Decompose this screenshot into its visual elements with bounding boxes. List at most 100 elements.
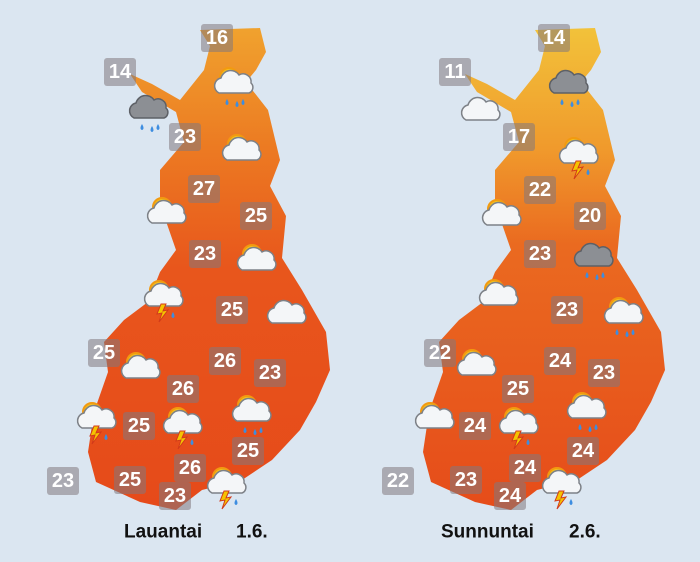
weather-icon xyxy=(566,392,607,432)
raindrop xyxy=(601,272,605,278)
temperature: 14 xyxy=(543,27,566,49)
temperature-box xyxy=(524,176,556,204)
raindrop xyxy=(104,434,108,440)
temperature-box xyxy=(159,482,191,510)
cloud xyxy=(213,69,254,94)
raindrop xyxy=(150,126,154,132)
lightning xyxy=(554,490,568,510)
cloud xyxy=(128,94,169,119)
raindrop xyxy=(259,427,263,433)
cloud xyxy=(414,404,455,429)
weather-icon xyxy=(558,137,599,180)
day-label: Sunnuntai xyxy=(441,522,534,543)
raindrop xyxy=(243,427,247,433)
temperature-box xyxy=(254,359,286,387)
raindrop xyxy=(156,124,160,130)
weather-icon xyxy=(231,395,272,435)
weather-icon xyxy=(498,407,539,450)
weather-icon xyxy=(573,242,614,280)
weather-icon xyxy=(221,134,262,161)
cloud xyxy=(460,96,501,121)
raindrop xyxy=(615,329,619,335)
temperature-box xyxy=(188,175,220,203)
temperature: 26 xyxy=(179,457,201,479)
cloud xyxy=(76,404,117,429)
raindrop xyxy=(588,426,592,432)
cloud xyxy=(266,299,307,324)
temperature: 25 xyxy=(221,299,243,321)
temperature: 25 xyxy=(245,205,267,227)
weather-icon xyxy=(213,67,254,107)
weather-icon xyxy=(162,407,203,450)
cloud xyxy=(498,409,539,434)
temperature: 22 xyxy=(429,342,451,364)
lightning xyxy=(219,490,233,510)
cloud xyxy=(481,201,522,226)
raindrop xyxy=(235,101,239,107)
raindrop xyxy=(625,331,629,337)
temperature-box xyxy=(174,454,206,482)
weather-icon xyxy=(603,297,644,337)
temperature-box xyxy=(551,296,583,324)
temperature: 23 xyxy=(194,243,216,265)
raindrop xyxy=(171,312,175,318)
temperature-labels: 16 14 23 27 25 23 25 25 26 23 26 25 25 26 23 25 23 14 11 17… xyxy=(47,24,620,510)
cloud xyxy=(541,469,582,494)
date-label: 1.6. xyxy=(236,522,268,543)
temperature-box xyxy=(216,296,248,324)
temperature-box xyxy=(503,123,535,151)
weather-icon xyxy=(206,467,247,510)
temperature-box xyxy=(232,437,264,465)
temperature-box xyxy=(114,466,146,494)
weather-icon xyxy=(146,197,187,224)
temperature-box xyxy=(459,412,491,440)
raindrop xyxy=(234,499,238,505)
cloud xyxy=(143,282,184,307)
weather-icon xyxy=(414,402,455,429)
lightning xyxy=(511,430,525,450)
weather-icon xyxy=(143,280,184,323)
temperature-box xyxy=(189,240,221,268)
temperature: 20 xyxy=(579,205,601,227)
temperature: 11 xyxy=(444,61,465,83)
lightning xyxy=(175,430,189,450)
temperature: 23 xyxy=(556,299,578,321)
temperature: 27 xyxy=(193,178,215,200)
temperature: 24 xyxy=(572,440,595,462)
weather-icon xyxy=(456,349,497,376)
temperature: 25 xyxy=(128,415,150,437)
cloud xyxy=(548,69,589,94)
temperature: 26 xyxy=(172,378,194,400)
temperature-box xyxy=(167,375,199,403)
temperature-box xyxy=(201,24,233,52)
temperature-box xyxy=(450,466,482,494)
cloud xyxy=(120,354,161,379)
temperature: 16 xyxy=(206,27,228,49)
temperature: 26 xyxy=(214,350,236,372)
weather-icon xyxy=(128,94,169,132)
temperature: 23 xyxy=(259,362,281,384)
raindrop xyxy=(190,439,194,445)
weather-icons xyxy=(76,67,644,510)
temperature: 25 xyxy=(119,469,141,491)
temperature-box xyxy=(240,202,272,230)
raindrop xyxy=(241,99,245,105)
weather-icon xyxy=(541,467,582,510)
lightning xyxy=(571,160,585,180)
cloud xyxy=(231,397,272,422)
temperature: 24 xyxy=(464,415,487,437)
raindrop xyxy=(569,499,573,505)
lightning xyxy=(156,303,170,323)
cloud xyxy=(236,246,277,271)
temperature: 23 xyxy=(164,485,186,507)
temperature-box xyxy=(209,347,241,375)
raindrop xyxy=(595,274,599,280)
weather-icon xyxy=(548,69,589,107)
temperature-box xyxy=(494,482,526,510)
temperature-box xyxy=(524,240,556,268)
temperature-box xyxy=(439,58,471,86)
temperature: 23 xyxy=(593,362,615,384)
temperature-box xyxy=(88,339,120,367)
temperature: 25 xyxy=(93,342,115,364)
